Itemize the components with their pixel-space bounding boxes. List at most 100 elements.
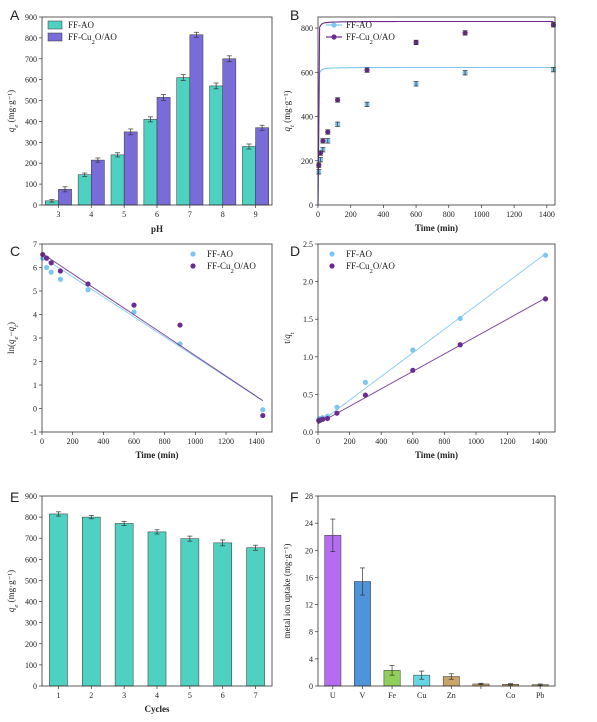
panel-d-ytick-label: 0.0 (303, 428, 313, 437)
panel-f-ylabel: metal ion uptake (mg·g⁻¹) (282, 544, 292, 639)
panel-c-ytick-label: 0 (33, 405, 37, 414)
panel-e-xtick-label: 1 (56, 691, 60, 700)
panel-a-ytick-label: 500 (25, 97, 37, 106)
panel-f-ytick-label: 16 (305, 573, 313, 582)
panel-f-ytick-label: 0 (309, 682, 313, 691)
panel-d-fit-line (317, 297, 546, 425)
panel-f-bar (324, 535, 342, 687)
panel-a-xtick-label: 3 (56, 210, 60, 219)
panel-c-ytick-label: 4 (33, 311, 37, 320)
panel-c-legend-label: FF-Cu2O/AO (207, 261, 256, 275)
panel-f-ytick-label: 28 (305, 492, 313, 501)
panel-c-fit-line (41, 252, 264, 402)
panel-d-data-point (410, 347, 416, 353)
panel-a-xtick-label: 7 (188, 210, 192, 219)
panel-e-ytick-label: 600 (25, 555, 37, 564)
panel-e: E 0 100 200 300 400 500 600 700 800 900 1 2 3 4 5 6 7 Cycl… (6, 489, 273, 714)
panel-f: F 0 4 8 12 16 20 24 28 U V Fe Cu Zn Co Pb metal ion upta… (282, 489, 556, 700)
panel-b-legend-label: FF-AO (346, 20, 373, 30)
panel-d-xtick-label: 0 (316, 437, 320, 446)
panel-a-bar (77, 174, 92, 206)
panel-f-panel-letter: F (290, 489, 299, 505)
panel-d-ytick-label: 1.0 (303, 353, 313, 362)
panel-e-bar (213, 542, 233, 687)
panel-b-ytick-label: 600 (301, 68, 313, 77)
panel-e-xtick-label: 3 (122, 691, 126, 700)
panel-b-ytick-label: 0 (309, 201, 313, 210)
panel-a-bar (143, 119, 158, 206)
panel-e-bar (180, 538, 200, 687)
panel-a-bar (242, 146, 256, 206)
panel-c-xtick-label: 400 (97, 437, 109, 446)
panel-c-data-point (48, 260, 54, 266)
panel-b-legend-marker (331, 34, 337, 40)
panel-d-axes-frame (317, 243, 556, 433)
panel-f-axes-frame (317, 495, 556, 687)
panel-e-ytick-label: 900 (25, 492, 37, 501)
panel-c-ytick-label: -1 (30, 428, 37, 437)
panel-b-xtick-label: 600 (410, 210, 422, 219)
panel-a-legend-label: FF-AO (68, 20, 95, 30)
panel-c-ytick-label: 5 (33, 287, 37, 296)
panel-b-ytick-label: 400 (301, 113, 313, 122)
panel-d: D 0.0 0.5 1.0 1.5 2.0 2.5 0 200 400 600 800 1000 1200… (282, 240, 556, 460)
panel-a-ytick-label: 700 (25, 55, 37, 64)
panel-e-ytick-label: 400 (25, 598, 37, 607)
panel-f-xtick-label: Pb (536, 691, 544, 700)
panel-e-bar (82, 516, 101, 687)
panel-a-legend-swatch (47, 32, 63, 42)
panel-e-bar (246, 547, 265, 687)
panel-b-xtick-label: 0 (316, 210, 320, 219)
panel-a-legend-swatch (47, 20, 63, 30)
panel-c-data-point (177, 322, 183, 328)
panel-a-bar (222, 58, 237, 206)
panel-f-xtick-label: Cu (417, 691, 426, 700)
panel-d-ytick-label: 2.0 (303, 278, 313, 287)
panel-a-ytick-label: 800 (25, 34, 37, 43)
panel-f-xtick-label: U (330, 691, 336, 700)
panel-b: B 0 200 400 600 800 0 200 400 600 800 1000 1200 1400 F… (282, 7, 556, 233)
panel-c-ylabel: ln(qe−qt) (6, 322, 20, 354)
panel-c-legend-marker (190, 251, 196, 257)
panel-c-axes-frame (41, 243, 273, 433)
panel-e-xtick-label: 2 (89, 691, 93, 700)
panel-d-panel-letter: D (290, 243, 300, 259)
panel-c-data-point (177, 341, 183, 347)
panel-a-xtick-label: 9 (254, 210, 258, 219)
panel-e-ytick-label: 300 (25, 619, 37, 628)
panel-c-panel-letter: C (10, 243, 20, 259)
panel-d-xtick-label: 1200 (500, 437, 516, 446)
panel-d-data-point (334, 404, 340, 410)
panel-d-legend-label: FF-AO (346, 249, 373, 259)
panel-d-data-point (457, 315, 463, 322)
panel-b-fit-line (317, 20, 554, 206)
panel-d-xtick-label: 800 (438, 437, 450, 446)
panel-d-ytick-label: 0.5 (303, 390, 313, 399)
panel-a-ytick-label: 900 (25, 13, 37, 22)
panel-c-data-point (85, 287, 91, 293)
panel-b-panel-letter: B (290, 7, 299, 23)
panel-d-legend-marker (329, 251, 335, 257)
panel-c-xtick-label: 1000 (187, 437, 203, 446)
panel-b-ytick-label: 800 (301, 24, 313, 33)
panel-d-xtick-label: 400 (375, 437, 387, 446)
panel-a-ylabel: qe (mg·g⁻¹) (6, 90, 20, 132)
panel-d-xtick-label: 200 (344, 437, 356, 446)
panel-a-bar (91, 159, 105, 206)
panel-a-bar (123, 131, 138, 206)
panel-d-xtick-label: 600 (407, 437, 419, 446)
panel-e-xtick-label: 6 (221, 691, 225, 700)
panel-e-axes-frame (41, 495, 273, 687)
panel-e-ytick-label: 700 (25, 534, 37, 543)
panel-d-data-point (410, 367, 416, 373)
panel-a-xtick-label: 5 (122, 210, 126, 219)
panel-b-legend-marker (331, 22, 337, 28)
panel-c-data-point (57, 268, 64, 274)
panel-a-xtick-label: 4 (89, 210, 93, 219)
panel-e-ytick-label: 200 (25, 640, 37, 649)
panel-d-data-point (320, 416, 326, 422)
panel-a-bar (176, 77, 191, 206)
panel-b-xtick-label: 1000 (473, 210, 489, 219)
panel-a-panel-letter: A (10, 7, 20, 23)
